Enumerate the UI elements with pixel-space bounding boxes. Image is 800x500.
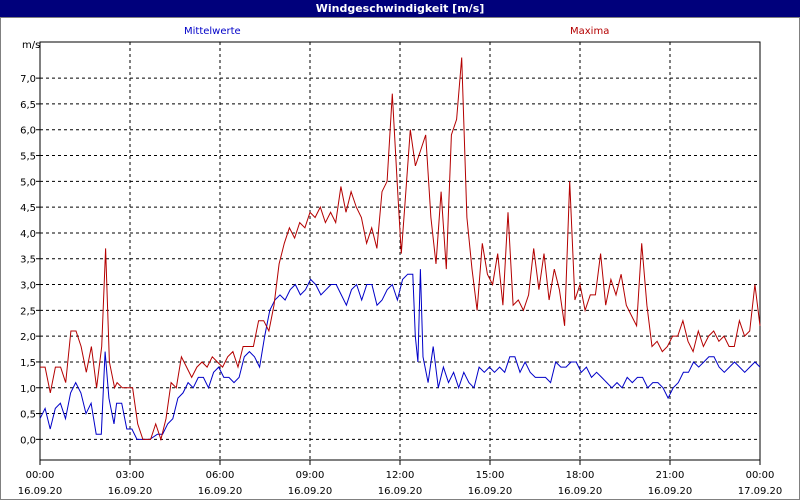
x-tick-date-label: 16.09.20: [648, 486, 693, 497]
y-tick-label: 4,0: [20, 229, 36, 240]
y-tick-label: 1,0: [20, 384, 36, 395]
y-tick-label: 0,5: [20, 410, 36, 421]
y-tick-label: 5,5: [20, 152, 36, 163]
y-tick-label: 2,5: [20, 306, 36, 317]
y-tick-label: 3,0: [20, 281, 36, 292]
x-tick-date-label: 17.09.20: [738, 486, 783, 497]
x-tick-time-label: 12:00: [386, 470, 415, 481]
x-tick-time-label: 15:00: [476, 470, 505, 481]
x-tick-time-label: 03:00: [116, 470, 145, 481]
y-tick-label: 6,5: [20, 100, 36, 111]
chart-title: Windgeschwindigkeit [m/s]: [0, 0, 800, 17]
y-tick-label: 0,0: [20, 435, 36, 446]
y-axis-unit: m/s: [22, 40, 41, 51]
x-tick-date-label: 16.09.20: [468, 486, 513, 497]
x-tick-date-label: 16.09.20: [558, 486, 603, 497]
x-tick-time-label: 18:00: [566, 470, 595, 481]
x-tick-time-label: 06:00: [206, 470, 235, 481]
x-tick-date-label: 16.09.20: [378, 486, 423, 497]
y-tick-label: 1,5: [20, 358, 36, 369]
y-tick-label: 7,0: [20, 74, 36, 85]
y-tick-label: 4,5: [20, 203, 36, 214]
y-tick-label: 2,0: [20, 332, 36, 343]
x-tick-time-label: 00:00: [746, 470, 775, 481]
x-tick-date-label: 16.09.20: [108, 486, 153, 497]
x-tick-time-label: 09:00: [296, 470, 325, 481]
legend-maxima: Maxima: [570, 26, 610, 37]
y-tick-label: 5,0: [20, 177, 36, 188]
x-tick-date-label: 16.09.20: [18, 486, 63, 497]
x-tick-time-label: 00:00: [26, 470, 55, 481]
x-tick-time-label: 21:00: [656, 470, 685, 481]
x-tick-date-label: 16.09.20: [198, 486, 243, 497]
series-line-maxima: [40, 57, 761, 442]
x-tick-date-label: 16.09.20: [288, 486, 333, 497]
y-tick-label: 6,0: [20, 126, 36, 137]
legend-mittelwerte: Mittelwerte: [184, 26, 241, 37]
y-tick-label: 3,5: [20, 255, 36, 266]
